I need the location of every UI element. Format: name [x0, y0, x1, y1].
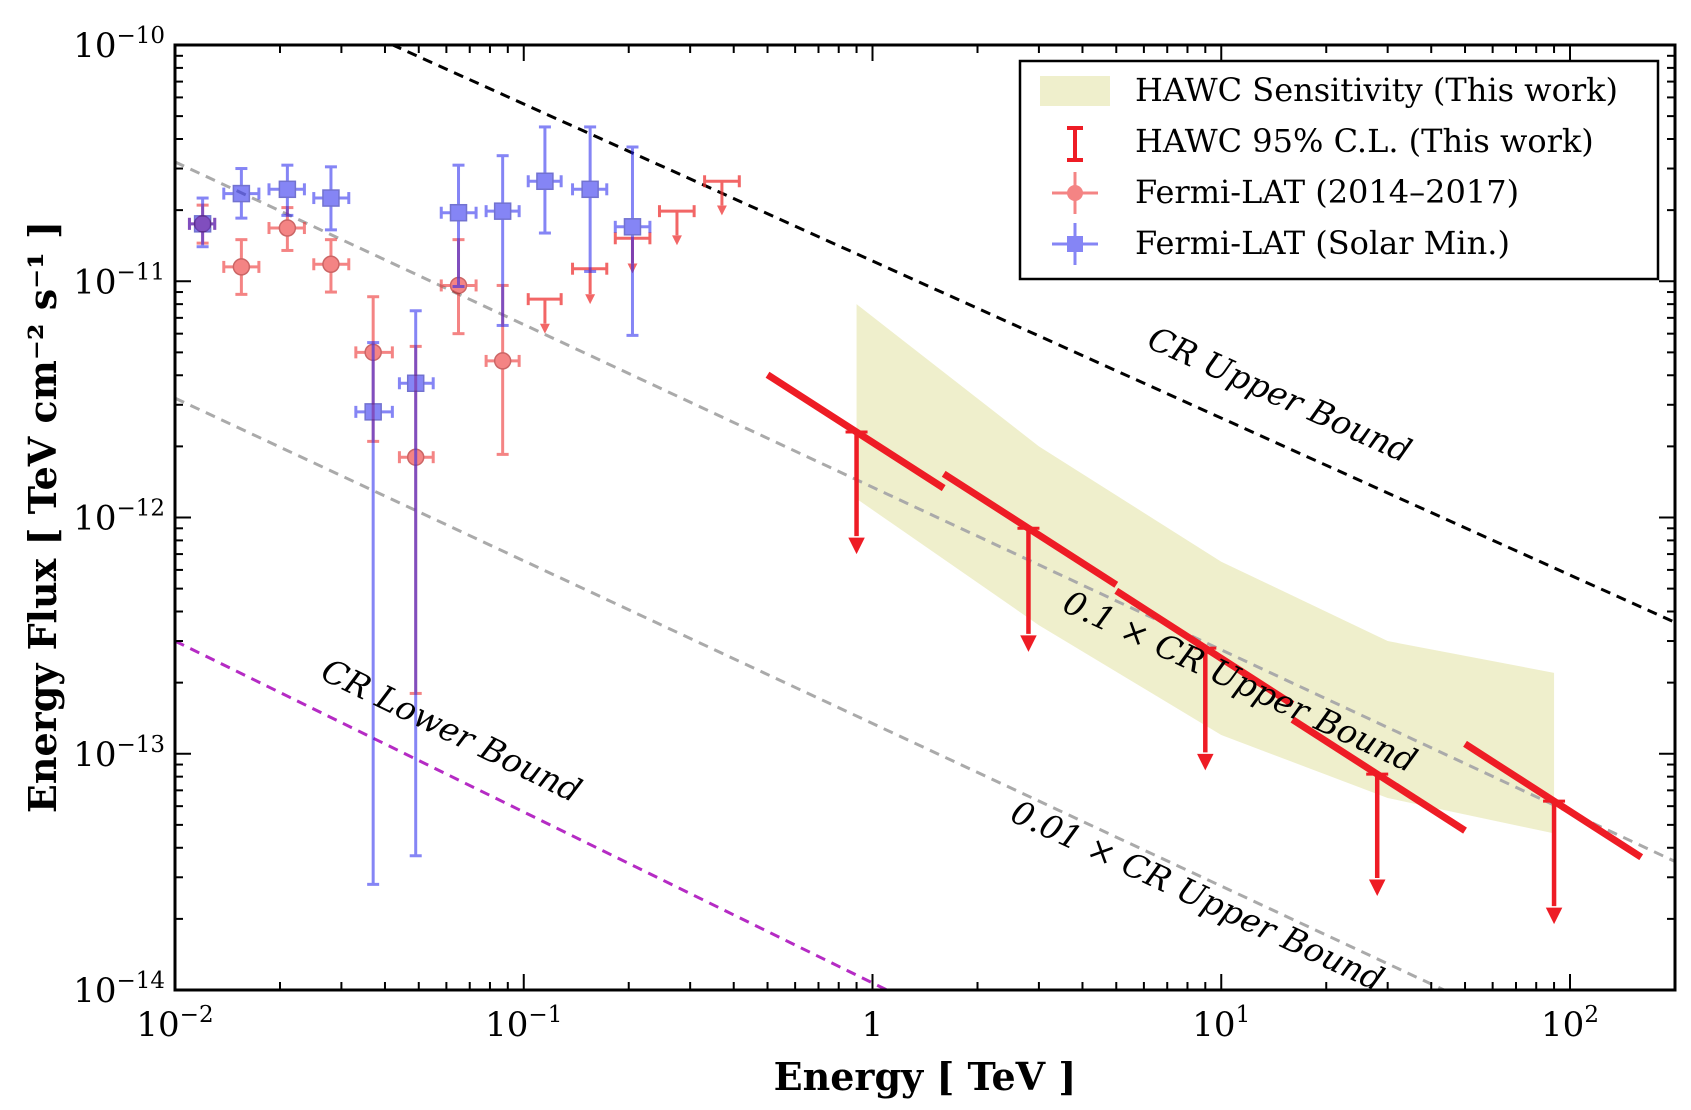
- cr-lower-bound-line: [175, 639, 888, 990]
- fermi-solar-min-marker: [364, 403, 382, 421]
- x-tick-label: 1: [862, 1005, 884, 1045]
- fermi-2014-2017-marker: [232, 258, 251, 276]
- fermi-solar-min-marker: [581, 180, 599, 199]
- y-tick-label: 10−10: [73, 23, 165, 66]
- fermi-solar-min-marker: [322, 189, 340, 207]
- fermi-solar-min-marker: [193, 215, 212, 233]
- fermi-solar-min-point: [526, 125, 563, 235]
- fermi-solar-min-marker: [232, 184, 251, 203]
- fermi-solar-min-point: [484, 154, 521, 327]
- hawc-ul-arrowhead: [1020, 635, 1037, 652]
- x-tick-label: 10−1: [485, 1002, 562, 1045]
- fermi-solar-min-marker: [536, 172, 554, 191]
- reference-lines-layer: [175, 45, 1675, 990]
- fermi-lat-solar-min-layer: [187, 125, 652, 886]
- fermi-solar-min-point: [267, 163, 306, 217]
- fermi-2014-2017-point: [222, 238, 261, 296]
- legend-square-dot: [1067, 236, 1083, 252]
- hawc-upper-limits-layer: [765, 371, 1644, 925]
- legend-label-hawc-sensitivity: HAWC Sensitivity (This work): [1135, 71, 1618, 109]
- legend-label-fermi-2014-2017: Fermi-LAT (2014–2017): [1135, 173, 1519, 211]
- legend-circle-dot: [1067, 185, 1083, 201]
- legend-box: [1018, 59, 1660, 281]
- fermi-solar-min-point: [571, 125, 609, 273]
- legend: HAWC Sensitivity (This work) HAWC 95% C.…: [1018, 59, 1660, 281]
- hawc-ul-arrowhead: [1368, 879, 1386, 896]
- hawc-upper-limit: [765, 371, 946, 555]
- hawc-sensitivity-band: [856, 304, 1555, 834]
- fermi-solar-min-marker: [406, 374, 425, 393]
- fermi-solar-min-point: [187, 196, 217, 249]
- fermi-2014-2017-marker: [493, 352, 512, 370]
- fermi-solar-min-marker: [493, 202, 512, 220]
- hawc-ul-arrowhead: [1545, 907, 1563, 925]
- fermi-lat-2014-2017-layer: [187, 175, 741, 695]
- plot-frame: [173, 43, 1677, 992]
- legend-markers: [1040, 76, 1110, 265]
- fermi-ul-arrowhead: [716, 205, 727, 216]
- y-tick-label: 10−12: [73, 496, 165, 539]
- fermi-2014-2017-upper-limit: [526, 293, 563, 334]
- legend-marker-circle: [1052, 172, 1098, 214]
- fermi-2014-2017-upper-limit: [657, 205, 696, 246]
- cr-upper-bound-0.01-line: [175, 396, 1448, 990]
- fermi-solar-min-point: [312, 165, 351, 232]
- hawc-ul-arrowhead: [1197, 753, 1214, 771]
- fermi-solar-min-point: [439, 163, 478, 289]
- fermi-solar-min-point: [354, 341, 394, 886]
- fermi-solar-min-point: [222, 167, 261, 220]
- cr-upper-bound-line: [389, 45, 1675, 624]
- x-axis-title: Energy [ TeV ]: [774, 1054, 1077, 1099]
- annotation-cr-lower-bound: CR Lower Bound: [315, 650, 587, 810]
- hawc-upper-limit: [941, 470, 1119, 652]
- legend-marker-square: [1052, 223, 1098, 265]
- legend-label-hawc-95cl: HAWC 95% C.L. (This work): [1135, 122, 1594, 160]
- hawc-upper-limit: [1463, 740, 1644, 925]
- fermi-2014-2017-point: [267, 206, 306, 252]
- legend-marker-band: [1040, 76, 1110, 106]
- fermi-2014-2017-marker: [322, 255, 340, 274]
- x-tick-label: 102: [1541, 1002, 1599, 1045]
- fermi-solar-min-marker: [449, 203, 468, 222]
- y-tick-label: 10−13: [73, 732, 165, 775]
- y-axis-title: Energy Flux [ TeV cm⁻² s⁻¹ ]: [20, 221, 65, 813]
- x-tick-label: 101: [1192, 1002, 1250, 1045]
- hawc-upper-limit: [1290, 716, 1467, 896]
- fermi-2014-2017-marker: [278, 219, 297, 237]
- fermi-solar-min-marker: [623, 218, 642, 236]
- fermi-ul-arrowhead: [585, 294, 596, 305]
- y-tick-label: 10−11: [73, 259, 165, 302]
- fermi-solar-min-marker: [278, 180, 297, 199]
- cr-upper-bound-0.1-line: [175, 160, 1675, 863]
- fermi-ul-arrowhead: [539, 323, 550, 334]
- hawc-upper-limit: [1114, 587, 1295, 771]
- fermi-ul-arrowhead: [672, 235, 682, 246]
- fermi-2014-2017-upper-limit: [703, 175, 741, 216]
- legend-label-fermi-solar-min: Fermi-LAT (Solar Min.): [1135, 224, 1510, 262]
- fermi-solar-min-point: [613, 145, 652, 337]
- annotation-0.01-cr-upper-bound: 0.01 × CR Upper Bound: [1005, 792, 1390, 999]
- x-tick-label: 10−2: [136, 1002, 213, 1045]
- fermi-solar-min-point: [397, 309, 435, 858]
- annotation-cr-upper-bound: CR Upper Bound: [1142, 318, 1417, 470]
- hawc-sensitivity-band-layer: [856, 304, 1555, 834]
- hawc-ul-arrowhead: [848, 537, 865, 555]
- legend-marker-errorbar: [1067, 126, 1083, 162]
- y-tick-label: 10−14: [73, 968, 165, 1011]
- fermi-2014-2017-point: [312, 238, 351, 294]
